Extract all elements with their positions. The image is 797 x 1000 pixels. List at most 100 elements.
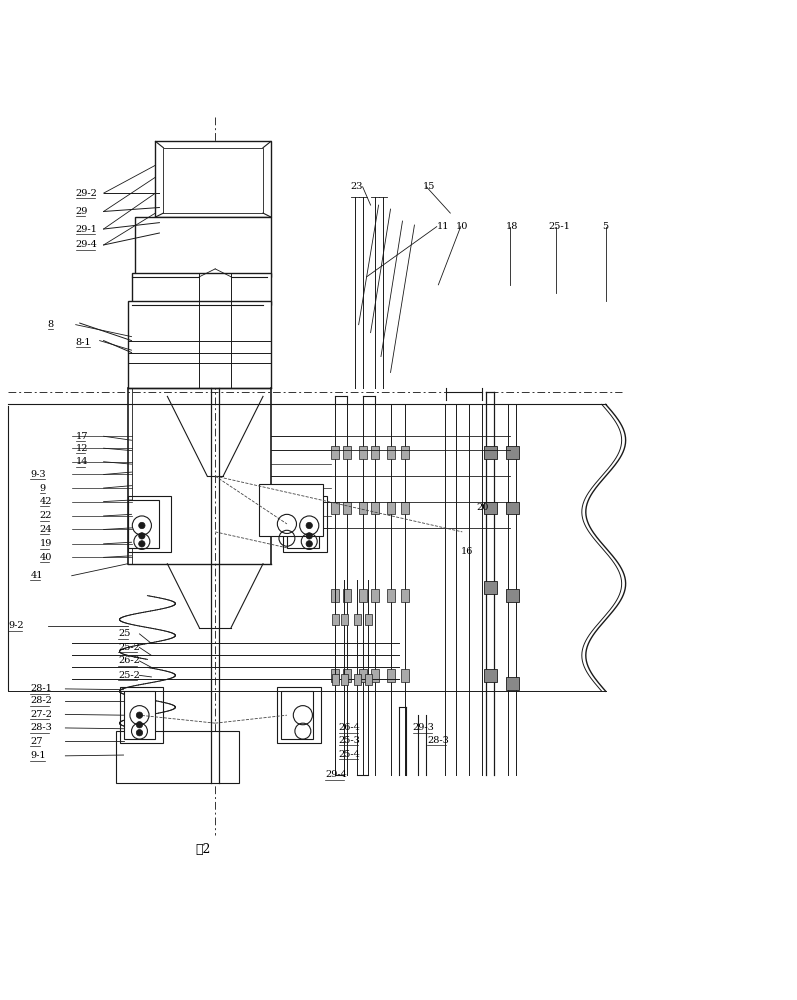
Bar	[128, 496, 171, 552]
Text: 29: 29	[76, 207, 88, 216]
Bar	[132, 273, 271, 305]
Bar	[331, 502, 339, 514]
Bar	[277, 687, 321, 743]
Text: 25-2: 25-2	[118, 671, 139, 680]
Text: 9-3: 9-3	[30, 470, 46, 479]
Text: 26-4: 26-4	[339, 723, 360, 732]
Bar	[341, 674, 348, 685]
Text: 28-1: 28-1	[30, 684, 52, 693]
Bar	[135, 217, 271, 277]
Bar	[387, 502, 395, 514]
Text: 25: 25	[118, 629, 131, 638]
Text: 18: 18	[506, 222, 519, 231]
Bar	[484, 669, 497, 682]
Text: 16: 16	[461, 547, 473, 556]
Bar	[506, 502, 519, 514]
Text: 20: 20	[477, 503, 489, 512]
Text: 9-2: 9-2	[8, 621, 24, 630]
Text: 40: 40	[40, 553, 53, 562]
Circle shape	[306, 522, 312, 529]
Text: 27: 27	[30, 737, 43, 746]
Text: 图2: 图2	[195, 843, 211, 856]
Text: 11: 11	[437, 222, 450, 231]
Bar	[341, 614, 348, 625]
Circle shape	[139, 522, 145, 529]
Circle shape	[139, 541, 145, 547]
Bar	[343, 589, 351, 602]
Text: 28-3: 28-3	[30, 723, 52, 732]
Bar	[401, 669, 409, 682]
Bar	[359, 446, 367, 459]
Bar	[401, 502, 409, 514]
Bar	[401, 589, 409, 602]
Text: 29-3: 29-3	[413, 723, 434, 732]
Text: 23: 23	[351, 182, 363, 191]
Bar	[359, 589, 367, 602]
Bar	[163, 148, 263, 213]
Bar	[506, 677, 519, 690]
Bar	[259, 484, 323, 536]
Bar	[506, 589, 519, 602]
Text: 12: 12	[76, 444, 88, 453]
Bar	[387, 446, 395, 459]
Bar	[332, 614, 339, 625]
Text: 25-4: 25-4	[339, 750, 360, 759]
Text: 24: 24	[40, 525, 53, 534]
Bar	[371, 446, 379, 459]
Bar	[387, 589, 395, 602]
Bar	[124, 691, 155, 739]
Bar	[484, 502, 497, 514]
Circle shape	[306, 541, 312, 547]
Text: 9: 9	[40, 484, 46, 493]
Bar	[120, 687, 163, 743]
Text: 5: 5	[602, 222, 608, 231]
Bar	[343, 669, 351, 682]
Bar	[365, 614, 372, 625]
Bar	[387, 669, 395, 682]
Text: 8-1: 8-1	[76, 338, 92, 347]
Text: 27-2: 27-2	[30, 710, 53, 719]
Text: 28-2: 28-2	[30, 696, 52, 705]
Bar	[506, 446, 519, 459]
Text: 28-3: 28-3	[427, 736, 449, 745]
Bar	[365, 674, 372, 685]
Text: 14: 14	[76, 457, 88, 466]
Bar	[401, 446, 409, 459]
Text: 25-2: 25-2	[118, 643, 139, 652]
Text: 25-3: 25-3	[339, 736, 360, 745]
Text: 42: 42	[40, 497, 53, 506]
Bar	[354, 674, 361, 685]
Bar	[331, 589, 339, 602]
Bar	[371, 502, 379, 514]
Bar	[128, 500, 159, 548]
Text: 15: 15	[422, 182, 435, 191]
Bar	[128, 301, 271, 388]
Text: 22: 22	[40, 511, 53, 520]
Text: 29-2: 29-2	[76, 189, 97, 198]
Bar	[343, 502, 351, 514]
Text: 25-1: 25-1	[548, 222, 570, 231]
Text: 8: 8	[48, 320, 54, 329]
Bar	[281, 691, 313, 739]
Bar	[359, 502, 367, 514]
Text: 29-4: 29-4	[76, 240, 97, 249]
Text: 9-1: 9-1	[30, 751, 46, 760]
Text: 17: 17	[76, 432, 88, 441]
Text: 29-4: 29-4	[325, 770, 347, 779]
Text: 26-2: 26-2	[118, 656, 139, 665]
Bar	[371, 589, 379, 602]
Circle shape	[136, 722, 143, 728]
Bar	[484, 581, 497, 594]
Bar	[155, 141, 271, 217]
Circle shape	[139, 533, 145, 539]
Bar	[371, 669, 379, 682]
Text: 10: 10	[456, 222, 469, 231]
Bar	[332, 674, 339, 685]
Text: 19: 19	[40, 539, 53, 548]
Bar	[484, 446, 497, 459]
Circle shape	[136, 730, 143, 736]
Bar	[343, 446, 351, 459]
Circle shape	[136, 712, 143, 718]
Bar	[287, 500, 319, 548]
Circle shape	[306, 533, 312, 539]
